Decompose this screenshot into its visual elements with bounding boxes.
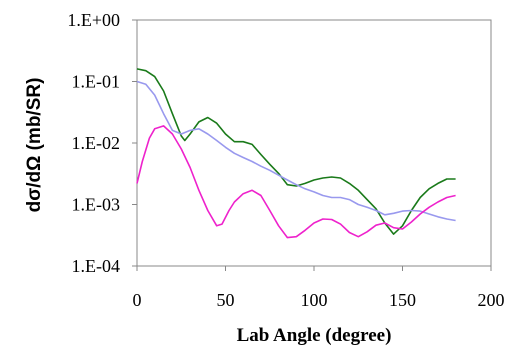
x-tick-label: 0: [133, 290, 142, 310]
y-tick-label: 1.E-02: [72, 133, 121, 153]
series-line-3: [136, 125, 456, 239]
x-tick-label: 100: [301, 290, 328, 310]
x-axis-title: Lab Angle (degree): [237, 325, 392, 346]
x-tick-label: 200: [478, 290, 505, 310]
series-line-1: [136, 68, 456, 235]
x-tick-label: 50: [217, 290, 235, 310]
y-tick-label: 1.E-03: [72, 195, 121, 215]
series-layer: [136, 68, 456, 239]
axis-layer: 0 50 100 150 200 1.E-04 1.E-03 1.E-02 1.E-01 1.E+…: [67, 10, 504, 310]
y-tick-label: 1.E-04: [72, 256, 121, 276]
x-tick-label: 150: [389, 290, 416, 310]
plot-area: [136, 19, 492, 267]
y-tick-label: 1.E+00: [67, 10, 120, 30]
y-axis-title: dσ/dΩ (mb/SR): [24, 78, 45, 213]
series-line-2: [136, 80, 456, 222]
y-tick-label: 1.E-01: [72, 72, 121, 92]
